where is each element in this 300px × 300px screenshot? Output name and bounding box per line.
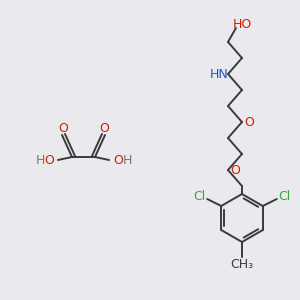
Text: O: O [99,122,109,134]
Text: Cl: Cl [279,190,291,203]
Text: O: O [244,116,254,128]
Text: CH₃: CH₃ [230,257,254,271]
Text: O: O [230,164,240,176]
Text: H: H [35,154,45,166]
Text: HN: HN [210,68,228,80]
Text: O: O [113,154,123,166]
Text: O: O [44,154,54,166]
Text: O: O [58,122,68,134]
Text: H: H [122,154,132,166]
Text: HO: HO [232,19,252,32]
Text: Cl: Cl [193,190,205,203]
